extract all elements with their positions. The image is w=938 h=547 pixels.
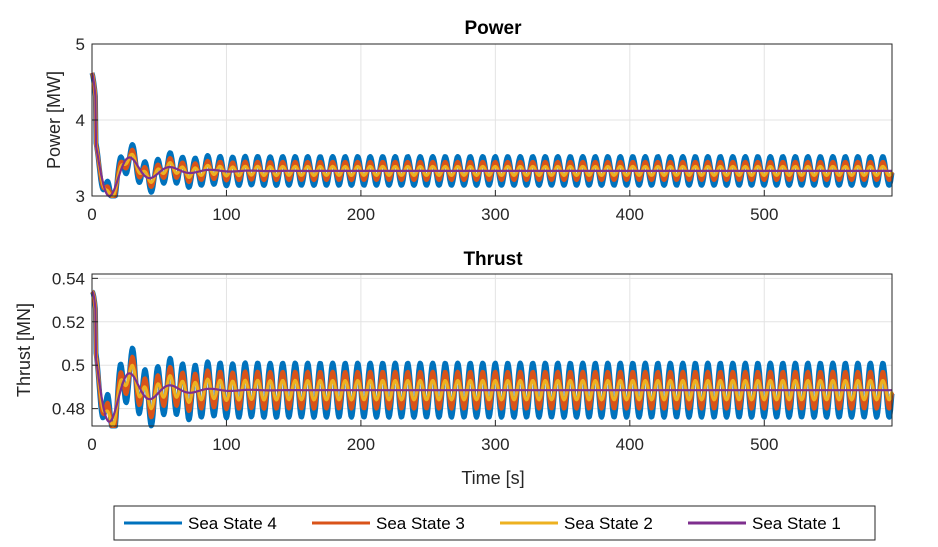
x-tick-label: 400 [616,435,644,454]
y-tick-label: 4 [76,111,85,130]
thrust-x-ticks: 0 100 200 300 400 500 [87,420,778,454]
thrust-y-label: Thrust [MN] [14,303,34,397]
thrust-axes: Thrust 0 100 200 300 400 500 0.480.50.520.54 … [14,249,895,488]
power-series [89,72,895,199]
legend-label: Sea State 3 [376,514,465,533]
legend-items: Sea State 4 Sea State 3 Sea State 2 Sea Sta… [124,514,841,533]
y-tick-label: 5 [76,35,85,54]
legend-label: Sea State 1 [752,514,841,533]
legend-item: Sea State 4 [124,514,277,533]
thrust-series [90,289,895,429]
power-x-ticks: 0 100 200 300 400 500 [87,190,778,224]
x-tick-label: 300 [481,205,509,224]
power-title: Power [464,18,522,39]
x-tick-label: 500 [750,435,778,454]
thrust-x-label: Time [s] [461,468,524,488]
legend-item: Sea State 2 [500,514,653,533]
y-tick-label: 3 [76,187,85,206]
power-y-ticks: 3 4 5 [76,35,98,206]
x-tick-label: 300 [481,435,509,454]
thrust-title: Thrust [463,249,523,270]
power-y-label: Power [MW] [44,71,64,169]
legend: Sea State 4 Sea State 3 Sea State 2 Sea Sta… [113,505,876,541]
x-tick-label: 0 [87,205,96,224]
series-line-sea-state-1 [90,72,893,198]
legend-label: Sea State 2 [564,514,653,533]
power-axes: Power 0 100 200 300 400 500 3 4 5 Power [MW] [44,18,895,224]
legend-item: Sea State 3 [312,514,465,533]
thrust-y-ticks: 0.48 0.5 0.52 0.54 [52,269,98,419]
y-tick-label: 0.52 [52,313,85,332]
legend-label: Sea State 4 [188,514,277,533]
y-tick-label: 0.5 [61,356,85,375]
power-grid [92,44,892,196]
x-tick-label: 200 [347,435,375,454]
thrust-axes-frame [91,273,893,427]
x-tick-label: 0 [87,435,96,454]
x-tick-label: 100 [212,205,240,224]
y-tick-label: 0.54 [52,269,85,288]
y-tick-label: 0.48 [52,400,85,419]
x-tick-label: 100 [212,435,240,454]
x-tick-label: 200 [347,205,375,224]
series-line-sea-state-1 [91,290,893,423]
legend-item: Sea State 1 [688,514,841,533]
x-tick-label: 400 [616,205,644,224]
legend-box [113,505,876,541]
x-tick-label: 500 [750,205,778,224]
